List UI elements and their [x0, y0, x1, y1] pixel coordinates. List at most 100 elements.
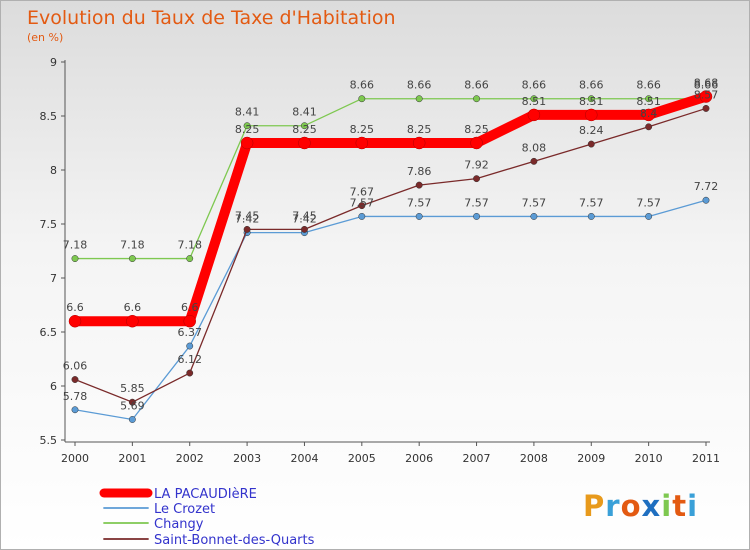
data-label: 8.25 [350, 123, 375, 136]
data-label: 8.08 [522, 141, 547, 154]
data-point [358, 212, 366, 220]
x-tick-label: 2004 [290, 452, 318, 465]
data-label: 7.18 [63, 239, 88, 252]
x-tick-label: 2006 [405, 452, 433, 465]
data-point [585, 108, 598, 122]
data-point [128, 398, 136, 406]
data-point [530, 157, 538, 165]
logo-letter: i [661, 489, 673, 523]
data-label: 6.06 [63, 360, 88, 373]
data-label: 8.66 [636, 79, 661, 92]
legend-label: LA PACAUDIèRE [154, 487, 257, 502]
data-label: 6.6 [181, 301, 199, 314]
series-line [74, 199, 707, 421]
unit-label: (en %) [27, 31, 64, 44]
data-point [470, 136, 483, 150]
data-label: 7.86 [407, 165, 432, 178]
data-label: 7.57 [579, 196, 604, 209]
y-tick-label: 6.5 [40, 326, 58, 339]
data-label: 7.42 [235, 213, 260, 226]
data-label: 8.4 [640, 107, 658, 120]
data-point [702, 196, 710, 204]
data-label: 7.67 [350, 186, 375, 199]
data-point [358, 202, 366, 210]
legend-label: Le Crozet [154, 502, 215, 517]
data-label: 8.25 [464, 123, 489, 136]
data-point [243, 122, 251, 130]
data-point [71, 406, 79, 414]
data-point [301, 122, 308, 130]
x-tick-label: 2007 [463, 452, 491, 465]
data-label: 8.41 [292, 106, 317, 119]
data-label: 6.6 [66, 301, 84, 314]
data-point [702, 104, 710, 112]
series-line [74, 107, 707, 403]
y-tick-label: 9 [50, 56, 57, 69]
data-point [527, 108, 541, 122]
data-label: 7.18 [177, 239, 202, 252]
logo-letter: o [620, 489, 642, 523]
data-point [642, 108, 655, 122]
data-label: 7.92 [464, 159, 489, 172]
data-label: 8.51 [579, 95, 604, 108]
data-point [415, 95, 423, 103]
data-label: 8.51 [636, 95, 661, 108]
data-point [71, 376, 79, 383]
x-tick-label: 2001 [118, 452, 146, 465]
data-point [183, 314, 196, 328]
data-point [355, 136, 369, 150]
data-point [587, 95, 595, 103]
data-point [126, 314, 139, 328]
data-point [473, 95, 480, 103]
data-label: 8.68 [694, 77, 719, 90]
x-tick-label: 2011 [692, 452, 720, 465]
data-point [473, 212, 480, 220]
data-point [645, 123, 653, 131]
data-label: 7.57 [350, 196, 375, 209]
data-label: 8.24 [579, 124, 604, 137]
data-point [186, 342, 194, 350]
x-tick-label: 2010 [635, 452, 663, 465]
logo-letter: t [672, 489, 688, 523]
data-label: 5.69 [120, 399, 145, 412]
data-label: 8.66 [350, 79, 375, 92]
data-point [243, 225, 251, 233]
data-label: 7.57 [522, 196, 547, 209]
y-tick-label: 7.5 [40, 218, 58, 231]
x-tick-label: 2008 [520, 452, 548, 465]
data-point [530, 95, 538, 103]
proxiti-logo: Proxiti [583, 489, 698, 523]
data-point [415, 212, 423, 220]
data-point [645, 212, 653, 220]
data-label: 7.42 [292, 213, 317, 226]
data-point [301, 225, 308, 233]
y-tick-label: 7 [50, 272, 57, 285]
data-label: 7.45 [235, 209, 260, 222]
data-label: 8.66 [407, 79, 432, 92]
y-tick-label: 6 [50, 380, 57, 393]
data-label: 8.25 [407, 123, 432, 136]
data-point [240, 136, 254, 150]
data-label: 5.85 [120, 382, 145, 395]
data-point [128, 255, 136, 263]
data-point [473, 175, 480, 183]
data-label: 8.66 [694, 79, 719, 92]
legend-label: Changy [154, 517, 204, 532]
data-label: 7.57 [636, 196, 661, 209]
series-line [70, 91, 711, 327]
data-label: 8.66 [464, 79, 489, 92]
data-label: 7.18 [120, 239, 145, 252]
x-tick-label: 2009 [577, 452, 605, 465]
data-point [645, 95, 653, 103]
data-point [412, 136, 426, 150]
data-label: 8.66 [522, 79, 547, 92]
data-label: 6.37 [177, 326, 202, 339]
data-point [587, 140, 595, 148]
data-point [186, 255, 194, 263]
data-point [699, 90, 713, 103]
chart-title: Evolution du Taux de Taxe d'Habitation [27, 7, 396, 29]
logo-letter: P [583, 489, 606, 523]
logo-letter: x [641, 489, 662, 523]
data-point [128, 416, 136, 423]
